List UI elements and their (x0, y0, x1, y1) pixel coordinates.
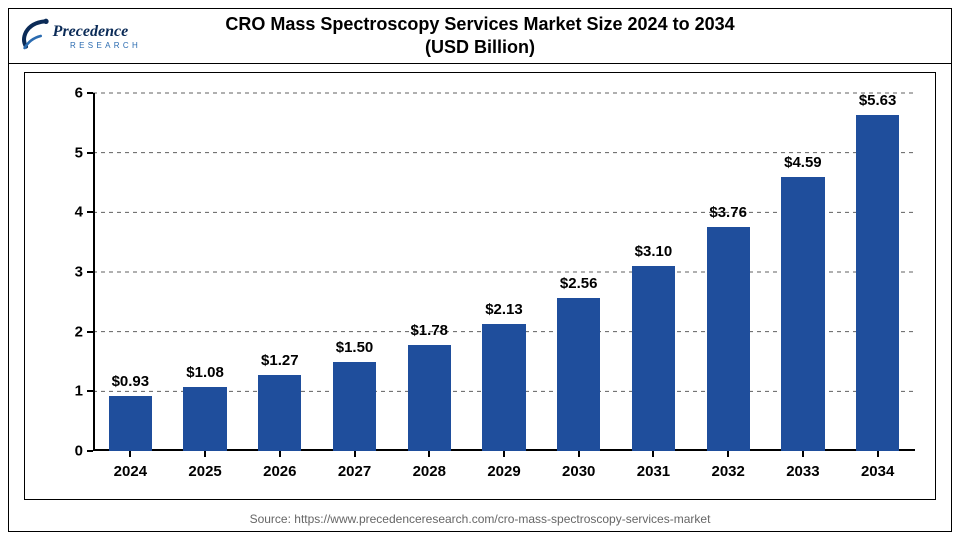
bar-slot: $1.27 (258, 375, 301, 451)
bar (258, 375, 301, 451)
x-tick-mark (652, 451, 654, 457)
bar-value-label: $3.76 (709, 204, 747, 221)
bar-slot: $1.78 (408, 345, 451, 451)
bar (632, 266, 675, 451)
logo-text-top: Precedence (52, 23, 129, 40)
x-tick-mark (802, 451, 804, 457)
bar (333, 362, 376, 452)
bar-slot: $4.59 (781, 177, 824, 451)
bar (707, 227, 750, 451)
bar-value-label: $4.59 (784, 154, 822, 171)
precedence-logo-icon: Precedence RESEARCH (20, 16, 168, 56)
bar-slot: $3.76 (707, 227, 750, 451)
x-tick-mark (428, 451, 430, 457)
bar (482, 324, 525, 451)
bar-slot: $3.10 (632, 266, 675, 451)
x-tick-mark (877, 451, 879, 457)
x-tick-mark (129, 451, 131, 457)
bar-slot: $1.50 (333, 362, 376, 452)
bar-value-label: $1.08 (186, 364, 224, 381)
bar (781, 177, 824, 451)
title-line-2: (USD Billion) (168, 36, 792, 59)
bar-value-label: $2.13 (485, 301, 523, 318)
bar-slot: $2.13 (482, 324, 525, 451)
x-tick-mark (204, 451, 206, 457)
plot-frame: 0123456 $0.93$1.08$1.27$1.50$1.78$2.13$2… (24, 72, 936, 500)
bar-value-label: $0.93 (112, 373, 150, 390)
bar-value-label: $5.63 (859, 92, 897, 109)
header: Precedence RESEARCH CRO Mass Spectroscop… (8, 8, 952, 64)
bar-slot: $0.93 (109, 396, 152, 451)
bar-value-label: $2.56 (560, 275, 598, 292)
bar (109, 396, 152, 451)
bar (183, 387, 226, 451)
logo: Precedence RESEARCH (20, 16, 168, 56)
x-tick-mark (503, 451, 505, 457)
title-line-1: CRO Mass Spectroscopy Services Market Si… (168, 13, 792, 36)
bar-value-label: $1.27 (261, 352, 299, 369)
x-tick-mark (578, 451, 580, 457)
bar (557, 298, 600, 451)
bar-slot: $5.63 (856, 115, 899, 451)
x-tick-mark (354, 451, 356, 457)
logo-text-bottom: RESEARCH (70, 41, 141, 50)
x-tick-mark (279, 451, 281, 457)
bar (408, 345, 451, 451)
bars-container: $0.93 $1.08 $1.27 $1.50 $1.78 $2.13 $2.56 $3.10… (93, 93, 915, 451)
plot-area: 0123456 $0.93$1.08$1.27$1.50$1.78$2.13$2… (93, 93, 915, 451)
bar (856, 115, 899, 451)
bar-value-label: $1.50 (336, 339, 374, 356)
bar-slot: $2.56 (557, 298, 600, 451)
x-tick-mark (727, 451, 729, 457)
bar-value-label: $1.78 (410, 322, 448, 339)
bar-value-label: $3.10 (635, 243, 673, 260)
source-citation: Source: https://www.precedenceresearch.c… (0, 512, 960, 526)
bar-slot: $1.08 (183, 387, 226, 451)
